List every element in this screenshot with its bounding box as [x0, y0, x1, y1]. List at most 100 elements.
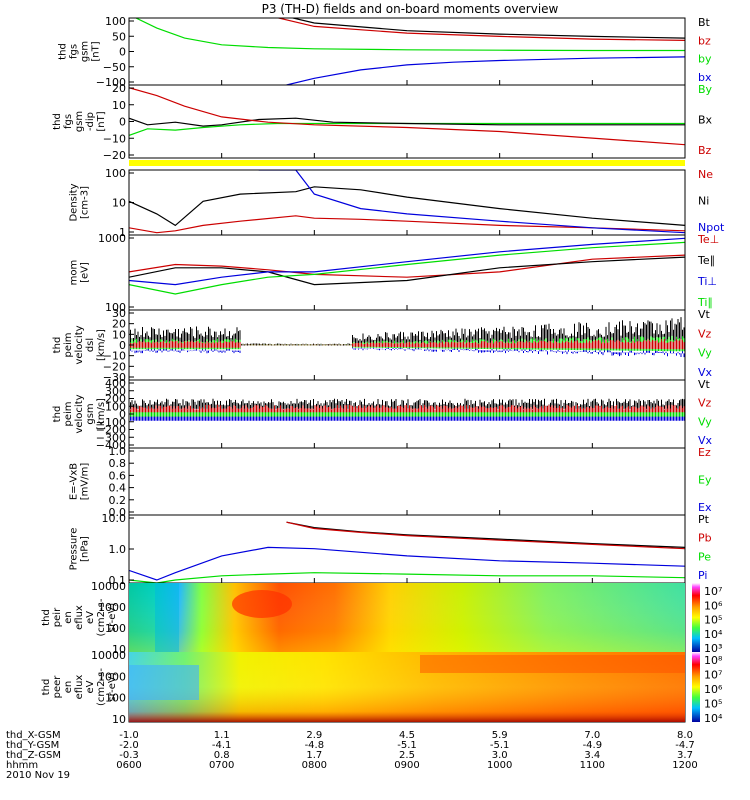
legend-density-1: Ni: [698, 195, 709, 208]
legend-vel1-2: Vy: [698, 347, 712, 360]
ytick-label: 10.0: [102, 512, 127, 525]
ylabel-line: [nT]: [96, 111, 107, 131]
ylabel-line: [nPa]: [80, 536, 91, 562]
series-vel2-Vz: [129, 404, 685, 413]
legend-vel2-3: Vx: [698, 434, 713, 447]
ytick-label: 1.0: [109, 543, 127, 556]
panel-legends: BtbzbybxByBxBzNeNiNpotTe⊥Te∥Ti⊥Ti∥VtVzVy…: [697, 16, 725, 582]
series-fgs2-Bx: [129, 117, 685, 127]
ytick-label: 100: [105, 15, 126, 28]
footer-value: 0800: [302, 760, 327, 771]
ytick-label: 400: [105, 377, 126, 390]
panel-frame: [128, 234, 686, 311]
ylabel-line: gsm: [80, 41, 91, 62]
ylabel-line: en: [63, 681, 74, 694]
footer-value: 0900: [394, 760, 419, 771]
legend-fgs1-2: by: [698, 53, 712, 66]
legend-pressure-0: Pt: [698, 513, 710, 526]
ytick-label: −100: [96, 416, 126, 429]
colorbar-tick: 10⁵: [704, 698, 722, 711]
legend-pressure-3: Pi: [698, 569, 707, 582]
ytick-label: 20: [112, 318, 126, 331]
series-vel2-Vx: [129, 414, 685, 421]
ylabel-line: [km/s]: [96, 329, 107, 361]
ylabel-line: sr-eV): [107, 672, 118, 701]
footer-value: 1200: [672, 760, 697, 771]
legend-vel2-2: Vy: [698, 415, 712, 428]
footer-value: 8.0: [677, 730, 693, 741]
ylabel-line: Pressure: [69, 528, 80, 571]
ytick-label: 100: [105, 301, 126, 314]
footer-date: 2010 Nov 19: [6, 770, 70, 781]
ytick-label: 10000: [91, 580, 126, 593]
series-fgs1-by: [134, 18, 685, 52]
ytick-label: 0.8: [109, 457, 127, 470]
legend-vel2-0: Vt: [698, 378, 711, 391]
ytick-label: 0: [119, 408, 126, 421]
footer-value: -5.1: [490, 740, 510, 751]
ytick-label: 50: [112, 30, 126, 43]
series-pressure-Pt: [286, 521, 685, 548]
ytick-label: 10000: [91, 649, 126, 662]
ytick-label: 10: [112, 643, 126, 656]
panel-frame: [128, 514, 686, 584]
ylabel-line: gsm: [85, 403, 96, 424]
ylabel-line: [nT]: [91, 41, 102, 61]
ylabel-line: -dip: [85, 112, 96, 131]
ytick-label: 0.2: [109, 494, 127, 507]
footer-value: 1.1: [214, 730, 230, 741]
ylabel-line: thd: [41, 679, 52, 696]
chart-title: P3 (TH-D) fields and on-board moments ov…: [262, 2, 559, 16]
ytick-label: 300: [105, 385, 126, 398]
footer-value: -2.0: [119, 740, 139, 751]
legend-fgs1-0: Bt: [698, 16, 711, 29]
ytick-label: 0: [119, 116, 126, 129]
ylabel-line: peim: [63, 401, 74, 426]
ytick-label: 1.0: [109, 445, 127, 458]
ytick-label: 10: [112, 99, 126, 112]
legend-vel1-3: Vx: [698, 366, 713, 379]
panel-frame: [128, 447, 686, 516]
ylabel-line: fgs: [63, 114, 74, 129]
series-temp-Te∥: [129, 256, 685, 286]
ylabel-line: Density: [69, 183, 80, 221]
ylabel-line: [mV/m]: [80, 463, 91, 501]
panel-density: 100 10 1: [105, 167, 686, 239]
ytick-label: 20: [112, 82, 126, 95]
footer-value: 5.9: [492, 730, 508, 741]
legend-vel1-0: Vt: [698, 308, 711, 321]
ylabel-line: (cm2-s-: [96, 668, 107, 706]
legend-vel2-1: Vz: [698, 397, 712, 410]
colorbar-tick: 10⁴: [704, 712, 723, 725]
ylabel-line: [cm-3]: [80, 186, 91, 219]
ytick-label: 200: [105, 393, 126, 406]
ylabel-line: eV: [85, 680, 96, 693]
ylabel-line: thd: [52, 337, 63, 354]
ytick-label: 100: [105, 622, 126, 635]
footer-value: -4.7: [675, 740, 695, 751]
ytick-label: −10: [103, 350, 126, 363]
footer-value: 1100: [580, 760, 605, 771]
footer-value: 3.0: [492, 750, 508, 761]
footer-value: 0.8: [214, 750, 230, 761]
series-pressure-Pe: [129, 572, 685, 583]
legend-fgs2-1: Bx: [698, 114, 713, 127]
ylabel-line: peim: [63, 332, 74, 357]
colorbar-tick: 10⁶: [704, 599, 723, 612]
footer-value: 3.4: [584, 750, 600, 761]
ylabel-line: [km/s]: [96, 398, 107, 430]
ytick-label: −50: [103, 61, 126, 74]
footer-value: 7.0: [584, 730, 600, 741]
legend-density-0: Ne: [698, 168, 713, 181]
footer-value: 1000: [487, 760, 512, 771]
ytick-label: 1000: [98, 670, 126, 683]
legend-temp-1: Te∥: [697, 254, 715, 267]
panel-frame: [128, 17, 686, 86]
legend-pressure-2: Pe: [698, 550, 711, 563]
ylabel-line: en: [63, 611, 74, 624]
ytick-label: −300: [96, 431, 126, 444]
footer-value: -4.1: [212, 740, 232, 751]
panel-fgs2: 20 10 0 −10 −20: [103, 82, 686, 162]
